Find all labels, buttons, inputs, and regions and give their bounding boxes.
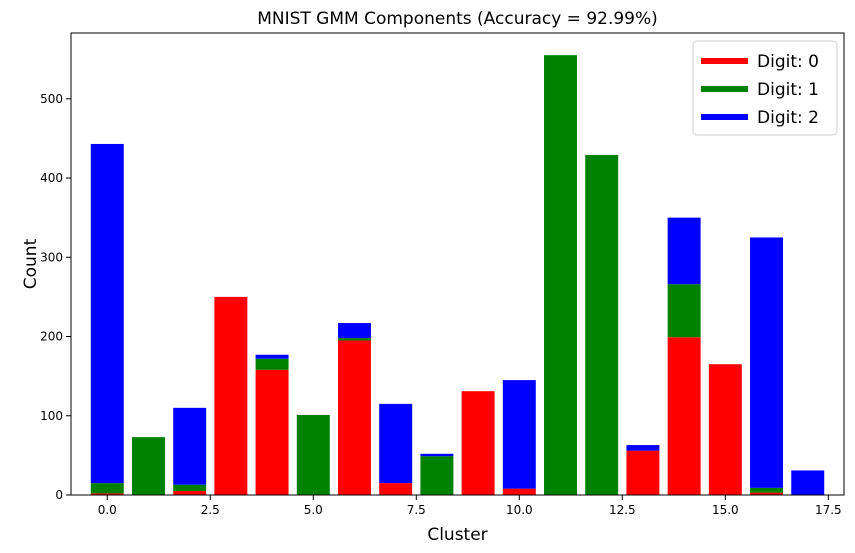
bar-cluster-13-series-2 xyxy=(626,445,660,451)
bar-cluster-6-series-1 xyxy=(338,338,371,341)
bar-cluster-7-series-2 xyxy=(379,403,413,484)
bar-cluster-1-series-1 xyxy=(131,437,165,495)
bar-cluster-6-series-0 xyxy=(338,340,371,495)
bar-cluster-6-series-2 xyxy=(338,323,371,339)
bars-group xyxy=(90,55,825,496)
bar-cluster-2-series-2 xyxy=(173,407,207,485)
bar-cluster-5-series-1 xyxy=(296,414,330,495)
bar-cluster-16-series-2 xyxy=(750,237,784,488)
x-tick-label: 7.5 xyxy=(407,503,426,517)
bar-cluster-4-series-2 xyxy=(255,354,289,359)
x-tick-label: 10.0 xyxy=(506,503,533,517)
bar-cluster-15-series-0 xyxy=(708,364,742,495)
bar-cluster-0-series-2 xyxy=(90,143,124,484)
bar-cluster-12-series-1 xyxy=(585,155,619,496)
bar-cluster-9-series-0 xyxy=(461,391,495,495)
x-tick-label: 17.5 xyxy=(815,503,842,517)
x-tick-label: 2.5 xyxy=(201,503,220,517)
bar-cluster-8-series-1 xyxy=(420,456,454,495)
bar-cluster-14-series-2 xyxy=(667,217,701,285)
y-tick-label: 500 xyxy=(40,92,63,106)
bar-cluster-14-series-0 xyxy=(667,337,701,495)
bar-cluster-10-series-0 xyxy=(502,488,536,495)
legend: Digit: 0 Digit: 1 Digit: 2 xyxy=(692,40,838,136)
x-tick-label: 5.0 xyxy=(304,503,323,517)
bar-cluster-7-series-0 xyxy=(379,483,413,495)
bar-cluster-16-series-0 xyxy=(750,492,784,495)
bar-cluster-10-series-2 xyxy=(502,380,536,489)
y-tick-label: 0 xyxy=(55,488,63,502)
x-tick-label: 0.0 xyxy=(98,503,117,517)
y-tick-label: 300 xyxy=(40,250,63,264)
legend-label: Digit: 0 xyxy=(757,52,819,72)
y-axis-ticks: 0 100 200 300 400 500 xyxy=(40,92,71,502)
plot-frame xyxy=(70,32,845,496)
bar-cluster-4-series-0 xyxy=(255,369,289,495)
bar-cluster-16-series-1 xyxy=(750,487,784,493)
y-tick-label: 200 xyxy=(40,330,63,344)
bar-cluster-0-series-0 xyxy=(90,493,124,495)
chart-title: MNIST GMM Components (Accuracy = 92.99%) xyxy=(257,9,658,29)
x-tick-label: 15.0 xyxy=(712,503,739,517)
legend-label: Digit: 1 xyxy=(757,80,819,100)
bar-cluster-2-series-0 xyxy=(173,491,207,495)
x-axis-label: Cluster xyxy=(427,525,487,545)
bar-cluster-0-series-1 xyxy=(90,483,124,494)
y-tick-label: 400 xyxy=(40,171,63,185)
bar-cluster-14-series-1 xyxy=(667,284,701,338)
legend-label: Digit: 2 xyxy=(757,108,819,128)
legend-box xyxy=(692,40,838,136)
x-tick-label: 12.5 xyxy=(609,503,636,517)
bar-cluster-2-series-1 xyxy=(173,484,207,492)
bar-cluster-17-series-2 xyxy=(791,470,825,495)
bar-cluster-11-series-1 xyxy=(544,55,577,495)
y-tick-label: 100 xyxy=(40,409,63,423)
bar-cluster-13-series-0 xyxy=(626,450,660,495)
x-axis-ticks: 0.0 2.5 5.0 7.5 10.0 12.5 15.0 17.5 xyxy=(98,495,842,517)
y-axis-label: Count xyxy=(21,238,41,289)
bar-cluster-8-series-2 xyxy=(420,453,454,457)
bar-cluster-3-series-0 xyxy=(214,296,248,495)
bar-cluster-4-series-1 xyxy=(255,358,289,370)
